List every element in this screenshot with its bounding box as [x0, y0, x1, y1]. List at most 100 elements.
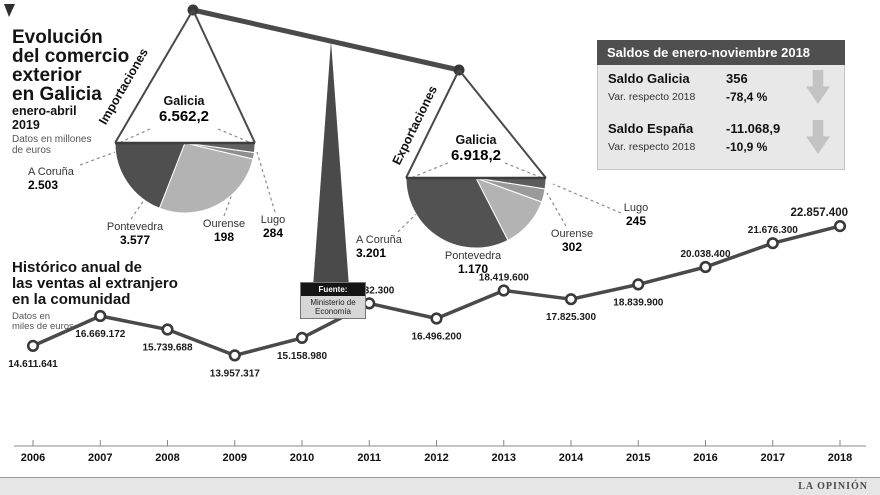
value-label: 22.857.400 — [790, 207, 848, 219]
value-label: 15.739.688 — [142, 343, 192, 354]
year-label: 2011 — [357, 452, 381, 464]
data-point — [228, 349, 241, 362]
year-label: 2012 — [424, 452, 448, 464]
down-arrow-icon — [806, 70, 830, 104]
year-label: 2017 — [761, 452, 785, 464]
region-name: A Coruña — [28, 166, 74, 178]
history-title-line: en la comunidad — [12, 291, 131, 308]
history-title: Histórico anual de las ventas al extranj… — [12, 260, 178, 308]
region-name: Ourense — [550, 228, 594, 240]
region-value: 198 — [213, 230, 235, 244]
pie-label-exportaciones-pontevedra: Pontevedra 1.170 — [428, 250, 518, 276]
pie-label-exportaciones-a-coruña: A Coruña 3.201 — [356, 234, 440, 260]
value-label: 14.611.641 — [8, 359, 58, 370]
pie-exportaciones — [405, 176, 547, 249]
value-label: 18.419.600 — [479, 273, 529, 284]
saldos-box-body: Saldo Galicia 356 Var. respecto 2018 -78… — [597, 65, 845, 170]
pie-wedge-lugo — [184, 142, 256, 154]
value-label: 13.957.317 — [210, 368, 260, 379]
value-label: 15.158.980 — [277, 351, 327, 362]
region-value: 2.503 — [28, 178, 59, 192]
saldo-galicia-value: 356 — [726, 71, 748, 86]
data-point — [295, 331, 309, 345]
region-name: Lugo — [260, 214, 286, 226]
year-label: 2009 — [223, 452, 247, 464]
year-label: 2016 — [693, 452, 717, 464]
page-title: Evolución del comercio exterior en Galic… — [12, 28, 129, 104]
year-label: 2013 — [492, 452, 516, 464]
data-point — [497, 284, 510, 297]
down-arrow-icon — [806, 120, 830, 154]
value-label: 17.532.300 — [344, 285, 394, 296]
region-value: 3.577 — [119, 233, 151, 247]
galicia-label: Galicia — [163, 94, 205, 108]
note-line: Datos en millones — [12, 134, 92, 145]
value-label: 21.676.300 — [748, 225, 798, 236]
pie-label-importaciones-ourense: Ourense 198 — [193, 218, 255, 244]
region-value: 245 — [625, 214, 647, 228]
history-note-line: miles de euros — [12, 321, 74, 332]
source-label: Fuente: — [301, 283, 365, 296]
history-note-line: Datos en — [12, 311, 51, 322]
pie-label-exportaciones-lugo: Lugo 245 — [608, 202, 664, 228]
year-label: 2010 — [290, 452, 314, 464]
value-label: 17.825.300 — [546, 312, 596, 323]
pie-wedge-a-coruña — [114, 142, 186, 209]
value-label: 20.038.400 — [680, 249, 730, 260]
year-label: 2007 — [88, 452, 112, 464]
pie-wedge-pontevedra — [158, 142, 254, 214]
saldos-box-header: Saldos de enero-noviembre 2018 — [597, 40, 845, 65]
data-point — [94, 309, 107, 323]
annual-exports-line-chart: 2006 2007 2008 2009 2010 2011 2012 2013 2014 2015… — [8, 207, 866, 464]
data-point — [430, 312, 443, 325]
galicia-total-value: 6.918,2 — [450, 147, 502, 164]
history-note: Datos en miles de euros — [12, 312, 74, 332]
pie-wedge-a-coruña — [405, 177, 509, 249]
pan-strings — [114, 9, 547, 179]
title-line: en Galicia — [12, 84, 102, 105]
footer-bar: LA OPINIÓN — [0, 477, 880, 495]
title-period: enero-abril 2019 — [12, 104, 77, 132]
galicia-exportaciones-total: Galicia 6.918,2 — [430, 133, 522, 164]
region-value: 284 — [262, 226, 284, 240]
period-line: enero-abril — [12, 104, 77, 118]
galicia-label: Galicia — [455, 133, 497, 147]
saldo-espana-value: -11.068,9 — [726, 121, 781, 136]
saldo-galicia-label: Saldo Galicia — [608, 71, 690, 86]
galicia-total-value: 6.562,2 — [158, 108, 210, 125]
year-label: 2008 — [155, 452, 179, 464]
value-label: 16.669.172 — [75, 329, 125, 340]
newspaper-brand: LA OPINIÓN — [798, 481, 868, 492]
saldo-espana-var-value: -10,9 % — [726, 140, 768, 154]
history-title-line: las ventas al extranjero — [12, 275, 178, 292]
region-value: 1.170 — [457, 262, 489, 276]
pie-label-importaciones-lugo: Lugo 284 — [246, 214, 300, 240]
title-line: del comercio — [12, 46, 130, 67]
pie-label-exportaciones-ourense: Ourense 302 — [541, 228, 603, 254]
pie-label-importaciones-a-coruña: A Coruña 2.503 — [28, 166, 112, 192]
data-point — [766, 237, 779, 250]
fulcrum — [313, 41, 349, 287]
data-point — [833, 220, 847, 233]
saldo-galicia-var-label: Var. respecto 2018 — [608, 91, 696, 103]
year-label: 2018 — [828, 452, 852, 464]
region-name: A Coruña — [356, 234, 402, 246]
galicia-importaciones-total: Galicia 6.562,2 — [138, 94, 230, 125]
history-title-line: Histórico anual de — [12, 259, 143, 276]
data-point — [26, 339, 40, 353]
pie-label-importaciones-pontevedra: Pontevedra 3.577 — [92, 221, 178, 247]
saldo-espana-var-label: Var. respecto 2018 — [608, 141, 696, 153]
year-label: 2015 — [626, 452, 650, 464]
region-value: 3.201 — [356, 246, 387, 260]
region-name: Ourense — [202, 218, 246, 230]
data-point — [699, 260, 712, 274]
data-point — [632, 278, 645, 291]
corner-mark-icon — [4, 4, 15, 17]
source-box: Fuente: Ministerio de Economía — [300, 282, 366, 319]
balance-beam — [192, 7, 460, 73]
saldos-box: Saldos de enero-noviembre 2018 Saldo Gal… — [597, 40, 845, 170]
region-name: Lugo — [623, 202, 649, 214]
